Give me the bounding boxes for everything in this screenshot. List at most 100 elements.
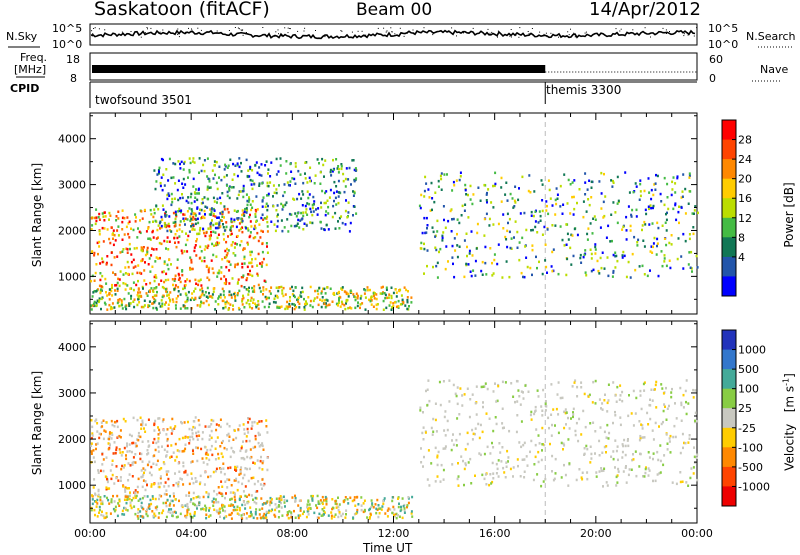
x-tick-label: 08:00: [276, 527, 308, 540]
scatter-cell: [290, 171, 292, 174]
scatter-cell: [624, 255, 626, 258]
scatter-cell: [158, 446, 160, 449]
scatter-cell: [604, 431, 606, 434]
scatter-cell: [131, 451, 133, 454]
scatter-cell: [284, 183, 286, 186]
scatter-cell: [369, 508, 371, 511]
scatter-cell: [568, 238, 570, 241]
scatter-cell: [285, 172, 287, 175]
scatter-cell: [208, 269, 210, 272]
scatter-cell: [396, 295, 398, 298]
scatter-cell: [589, 204, 591, 207]
scatter-cell: [469, 458, 471, 461]
scatter-cell: [240, 190, 242, 193]
scatter-cell: [374, 297, 376, 300]
nsky-dot: [550, 33, 551, 34]
scatter-cell: [476, 232, 478, 235]
scatter-cell: [121, 454, 123, 457]
scatter-cell: [580, 262, 582, 265]
scatter-cell: [258, 442, 260, 445]
velocity-colorbar-cell: [722, 408, 736, 428]
scatter-cell: [115, 273, 117, 276]
scatter-cell: [230, 456, 232, 459]
scatter-cell: [196, 507, 198, 510]
scatter-cell: [154, 294, 156, 297]
nsky-dot: [185, 32, 186, 33]
scatter-cell: [486, 213, 488, 216]
nsky-dot: [166, 33, 167, 34]
scatter-cell: [173, 212, 175, 215]
scatter-cell: [178, 208, 180, 211]
scatter-cell: [467, 388, 469, 391]
scatter-cell: [259, 287, 261, 290]
scatter-cell: [313, 512, 315, 514]
scatter-cell: [168, 192, 170, 195]
scatter-cell: [443, 429, 445, 432]
scatter-cell: [125, 454, 127, 457]
scatter-cell: [208, 493, 210, 496]
scatter-cell: [675, 219, 677, 222]
scatter-cell: [341, 165, 343, 168]
scatter-cell: [654, 189, 656, 192]
scatter-cell: [550, 414, 552, 417]
scatter-cell: [489, 218, 491, 221]
scatter-cell: [241, 447, 243, 450]
scatter-cell: [407, 296, 409, 299]
scatter-cell: [677, 211, 679, 214]
scatter-cell: [426, 227, 428, 230]
scatter-cell: [345, 496, 347, 499]
scatter-cell: [199, 496, 201, 499]
scatter-cell: [267, 182, 269, 185]
scatter-cell: [604, 195, 606, 198]
scatter-cell: [207, 188, 209, 191]
nsky-dot: [544, 34, 545, 35]
scatter-cell: [123, 466, 125, 469]
scatter-cell: [142, 217, 144, 220]
scatter-cell: [242, 209, 244, 212]
scatter-cell: [165, 481, 167, 484]
scatter-cell: [258, 166, 260, 169]
scatter-cell: [248, 515, 250, 518]
scatter-cell: [238, 290, 240, 293]
scatter-cell: [631, 469, 633, 472]
scatter-cell: [202, 164, 204, 167]
scatter-cell: [98, 245, 100, 248]
scatter-cell: [246, 277, 248, 280]
scatter-cell: [239, 507, 241, 510]
scatter-cell: [616, 476, 618, 479]
scatter-cell: [123, 217, 125, 220]
scatter-cell: [153, 454, 155, 457]
scatter-cell: [172, 301, 174, 304]
scatter-cell: [670, 396, 672, 399]
scatter-cell: [246, 302, 248, 305]
scatter-cell: [620, 394, 622, 397]
scatter-cell: [170, 426, 172, 429]
scatter-cell: [437, 475, 439, 478]
scatter-cell: [658, 275, 660, 278]
scatter-cell: [530, 229, 532, 232]
scatter-cell: [471, 429, 473, 432]
scatter-cell: [551, 224, 553, 227]
scatter-cell: [407, 290, 409, 293]
scatter-cell: [291, 303, 293, 306]
scatter-cell: [133, 266, 135, 269]
scatter-cell: [580, 433, 582, 436]
scatter-cell: [442, 231, 444, 234]
scatter-cell: [680, 452, 682, 455]
scatter-cell: [190, 498, 192, 501]
scatter-cell: [243, 490, 245, 493]
nsky-dot: [509, 36, 510, 37]
scatter-cell: [270, 500, 272, 503]
scatter-cell: [124, 507, 126, 510]
scatter-cell: [128, 462, 130, 465]
scatter-cell: [164, 222, 166, 225]
scatter-cell: [681, 420, 683, 423]
scatter-cell: [101, 298, 103, 301]
scatter-cell: [276, 158, 278, 161]
scatter-cell: [222, 509, 224, 512]
scatter-cell: [171, 418, 173, 421]
scatter-cell: [438, 180, 440, 183]
scatter-cell: [259, 262, 261, 265]
scatter-cell: [180, 220, 182, 223]
scatter-cell: [93, 456, 95, 459]
